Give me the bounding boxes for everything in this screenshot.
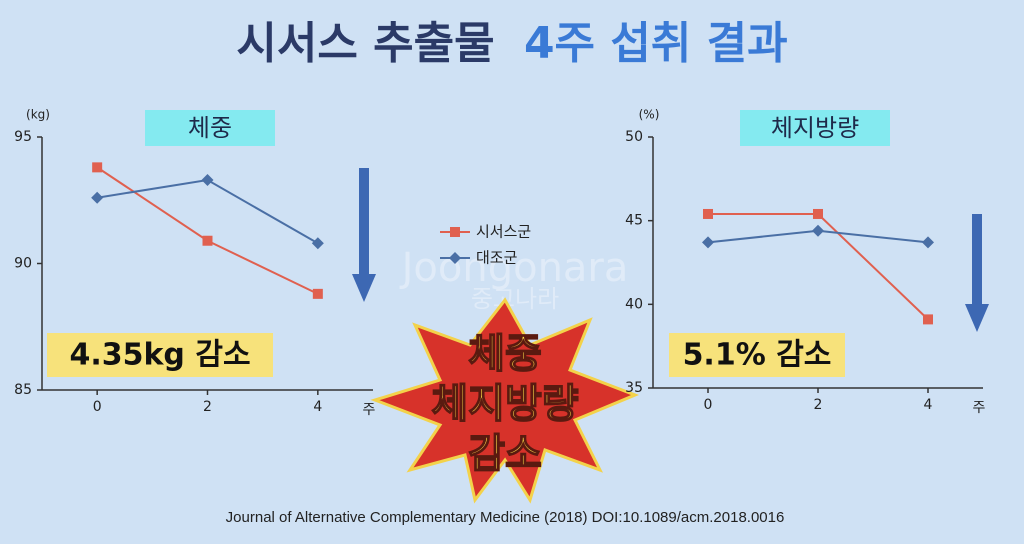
marker <box>923 314 933 325</box>
y-tick-label: 40 <box>625 296 643 312</box>
x-tick-label: 4 <box>924 397 933 413</box>
x-tick-label: 2 <box>814 397 823 413</box>
badge: 4.35kg 감소 <box>69 338 250 373</box>
starburst <box>370 297 640 504</box>
marker <box>922 236 934 249</box>
x-tick-label: 4 <box>313 399 322 415</box>
y-tick-label: 45 <box>625 213 643 229</box>
chart-title: 체지방량 <box>771 114 859 142</box>
x-tick-label: 2 <box>203 399 212 415</box>
legend-label: 시서스군 <box>476 223 531 241</box>
legend-label: 대조군 <box>476 249 518 267</box>
callout-text: 체지방량 <box>431 381 578 427</box>
callout-text: 체중 <box>468 331 542 377</box>
y-tick-label: 50 <box>625 129 643 145</box>
marker <box>702 236 714 249</box>
title-part: 시서스 추출물 <box>236 18 494 69</box>
badge-box <box>669 333 845 377</box>
arrow-head <box>965 304 989 332</box>
title-part: 4주 섭취 결과 <box>524 18 788 69</box>
x-tick-label: 0 <box>93 399 102 415</box>
arrow-shaft <box>359 168 369 276</box>
marker <box>92 162 103 173</box>
chart-title-box <box>145 110 275 146</box>
marker <box>201 174 214 187</box>
y-unit: (kg) <box>26 108 50 122</box>
marker <box>703 208 713 219</box>
x-axis-label: 주 <box>973 400 986 416</box>
marker <box>91 191 104 204</box>
chart-title: 체중 <box>188 114 232 142</box>
marker <box>202 235 213 246</box>
badge-box <box>47 333 273 377</box>
badge: 5.1% 감소 <box>683 338 832 373</box>
y-tick-label: 95 <box>14 129 32 145</box>
legend-marker <box>449 252 461 264</box>
callout-text: 감소 <box>468 431 542 477</box>
y-tick-label: 35 <box>625 380 643 396</box>
arrow-shaft <box>972 214 982 306</box>
watermark: 중고나라 <box>471 285 559 313</box>
marker <box>312 288 323 299</box>
y-tick-label: 85 <box>14 382 32 398</box>
watermark: Joongonara <box>399 245 629 291</box>
title: 시서스 추출물 4주 섭취 결과 <box>236 18 787 69</box>
arrow-head <box>352 274 376 302</box>
down-arrows <box>352 168 989 332</box>
series-line <box>96 166 319 295</box>
legend-marker <box>450 227 460 237</box>
x-tick-label: 0 <box>704 397 713 413</box>
marker <box>813 208 823 219</box>
chart-title-box <box>740 110 890 146</box>
marker <box>812 224 824 237</box>
footer: Journal of Alternative Complementary Med… <box>226 509 785 526</box>
x-axis-label: 주 <box>363 402 376 418</box>
y-tick-label: 90 <box>14 256 32 272</box>
y-unit: (%) <box>639 108 660 122</box>
marker <box>311 237 324 250</box>
